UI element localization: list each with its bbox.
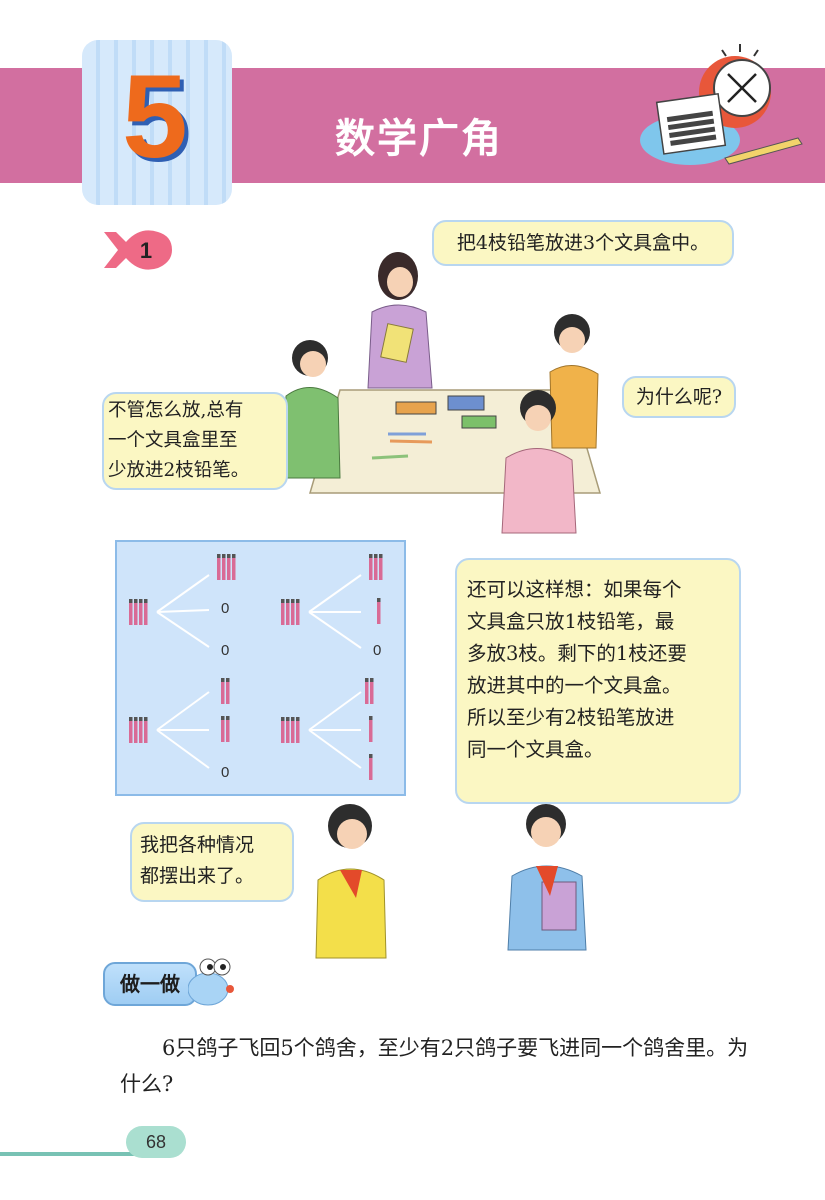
girl-question-text: 为什么呢?: [635, 386, 723, 408]
chapter-number-tab: [82, 40, 232, 205]
zero-label: 0: [221, 642, 230, 659]
teacher-speech-bubble: 把4枝铅笔放进3个文具盒中。: [432, 220, 734, 266]
explanation-line: 还可以这样想：如果每个: [467, 578, 682, 601]
activity-label: 做一做: [103, 962, 197, 1006]
explanation-line: 所以至少有2枝铅笔放进: [467, 706, 675, 729]
explanation-line: 放进其中的一个文具盒。: [467, 674, 682, 697]
page-number: 68: [126, 1126, 186, 1158]
zero-label: 0: [221, 600, 230, 617]
zero-label: 0: [373, 642, 382, 659]
girl-question-bubble: 为什么呢?: [622, 376, 736, 418]
chapter-number: 5: [122, 51, 188, 183]
students-table-illustration: [283, 252, 601, 534]
example-number-badge: 1: [104, 230, 172, 270]
page-number-bar: [0, 1152, 160, 1156]
girl-speech-bubble: 我把各种情况 都摆出来了。: [130, 822, 294, 902]
pencil-distribution-diagram: 0 0 0 0: [115, 540, 406, 796]
teacher-speech-text: 把4枝铅笔放进3个文具盒中。: [456, 232, 710, 254]
explanation-line: 文具盒只放1枝铅笔，最: [467, 610, 675, 633]
boy-speech-bubble: 不管怎么放,总有 一个文具盒里至 少放进2枝铅笔。: [102, 392, 288, 490]
boy-speech-line: 一个文具盒里至: [108, 430, 238, 451]
two-students-illustration: [315, 804, 587, 959]
chapter-title: 数学广角: [335, 116, 503, 162]
boy-speech-line: 不管怎么放,总有: [108, 400, 244, 421]
example-number: 1: [140, 238, 152, 263]
explanation-line: 同一个文具盒。: [467, 738, 604, 761]
exercise-text: 6只鸽子飞回5个鸽舍，至少有2只鸽子要飞进同一个鸽舍里。为什么?: [120, 1036, 749, 1096]
clock-calendar-illustration: [640, 44, 803, 165]
girl-speech-line: 都摆出来了。: [140, 865, 255, 887]
girl-speech-line: 我把各种情况: [140, 834, 255, 856]
zero-label: 0: [221, 764, 230, 781]
explanation-line: 多放3枝。剩下的1枝还要: [467, 642, 687, 665]
distribution-tree-graphic: [129, 554, 383, 780]
explanation-speech-bubble: 还可以这样想：如果每个 文具盒只放1枝铅笔，最 多放3枝。剩下的1枝还要 放进其…: [455, 558, 741, 804]
boy-speech-line: 少放进2枝铅笔。: [108, 460, 250, 481]
mouse-mascot-icon: [188, 958, 234, 1006]
